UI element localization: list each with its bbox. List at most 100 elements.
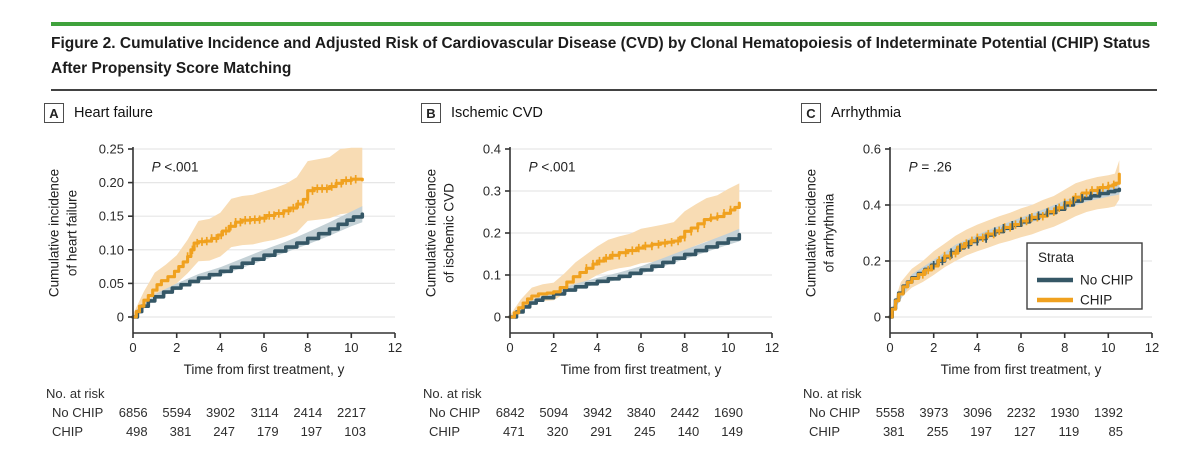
y-tick-label: 0.4 [483, 142, 501, 157]
at-risk-header: No. at risk [803, 386, 862, 402]
y-tick-label: 0 [874, 310, 881, 325]
x-tick-label: 2 [550, 340, 557, 355]
y-axis-label-line2: of heart failure [63, 189, 79, 277]
y-axis-label-text: Cumulative incidence of heart failure [45, 169, 80, 297]
y-axis-label-line2: of arrhythmia [820, 193, 836, 273]
chart-svg: 0 0.05 0.10 0.15 0.20 0.25 0 2 4 6 8 10 12 P <.001 [99, 142, 403, 356]
panel-letter: C [801, 103, 821, 124]
censor-marks [921, 180, 1115, 279]
at-risk-value: 245 [633, 424, 656, 440]
at-risk-value: 140 [677, 424, 700, 440]
p-value: P = .26 [909, 160, 952, 175]
y-axis-label: Cumulative incidence of arrhythmia [795, 131, 844, 335]
y-tick-label: 0.20 [99, 175, 124, 190]
at-risk-value: 255 [926, 424, 949, 440]
x-tick-label: 0 [886, 340, 893, 355]
x-tick-label: 6 [637, 340, 644, 355]
x-axis-label: Time from first treatment, y [560, 362, 722, 378]
y-tick-label: 0.6 [863, 142, 881, 157]
at-risk-value: 3096 [963, 405, 992, 421]
panel-b: B Ischemic CVD Cumulative incidence of isch… [415, 103, 795, 441]
at-risk-table: No. at risk No CHIP 6842 5094 3942 3840 2442 16… [415, 386, 795, 441]
chart-area: Cumulative incidence of heart failure 0 0.0… [38, 131, 415, 361]
at-risk-value: 498 [125, 424, 148, 440]
p-value: P <.001 [529, 160, 576, 175]
x-tick-label: 8 [681, 340, 688, 355]
at-risk-table: No. at risk No CHIP 6856 5594 3902 3114 2414 22… [38, 386, 415, 441]
title-divider [51, 88, 1157, 92]
legend-label: No CHIP [1080, 273, 1133, 288]
at-risk-value: 3942 [583, 405, 612, 421]
x-axis-label: Time from first treatment, y [940, 362, 1102, 378]
y-tick-label: 0.2 [483, 226, 501, 241]
at-risk-value: 5594 [162, 405, 192, 421]
x-tick-label: 6 [1017, 340, 1024, 355]
at-risk-value: 179 [256, 424, 279, 440]
x-tick-label: 2 [173, 340, 180, 355]
y-axis-label-line2: of ischemic CVD [440, 183, 456, 283]
x-tick-label: 8 [1061, 340, 1068, 355]
at-risk-value: 103 [344, 424, 366, 440]
at-risk-row: CHIP 381 255 197 127 119 85 [795, 422, 1199, 441]
at-risk-row: No CHIP 6842 5094 3942 3840 2442 1690 [415, 403, 795, 422]
chart-svg: 0 0.2 0.4 0.6 0 2 4 6 8 10 12 P = .26 Strata No CHIP C… [863, 142, 1159, 356]
legend-title: Strata [1038, 250, 1075, 265]
x-axis-label: Time from first treatment, y [183, 362, 345, 378]
at-risk-value: 5094 [539, 405, 569, 421]
y-axis-label-line1: Cumulative incidence [802, 168, 818, 298]
survival-curves [131, 177, 365, 319]
at-risk-value: 6856 [118, 405, 148, 421]
y-axis-label-text: Cumulative incidence of arrhythmia [802, 169, 837, 297]
at-risk-row: No CHIP 6856 5594 3902 3114 2414 2217 [38, 403, 415, 422]
panel-c: C Arrhythmia Cumulative incidence of arrhyt… [795, 103, 1199, 441]
axes: 0 0.05 0.10 0.15 0.20 0.25 0 2 4 6 8 10 12 [99, 142, 403, 356]
axes: 0 0.2 0.4 0.6 0 2 4 6 8 10 12 [863, 142, 1159, 356]
y-axis-label-text: Cumulative incidence of ischemic CVD [422, 169, 457, 297]
at-risk-row-label: CHIP [429, 424, 461, 440]
legend: Strata No CHIP CHIP [1026, 242, 1143, 310]
x-tick-label: 10 [1101, 340, 1115, 355]
chart-area: Cumulative incidence of ischemic CVD 0 0.1 0… [415, 131, 795, 361]
accent-bar [51, 22, 1157, 26]
band-chip [890, 160, 1120, 318]
at-risk-value: 6842 [495, 405, 525, 421]
y-axis-label-line1: Cumulative incidence [45, 168, 61, 298]
at-risk-row: No CHIP 5558 3973 3096 2232 1930 1392 [795, 403, 1199, 422]
at-risk-row-label: No CHIP [52, 405, 104, 421]
curve-chip [131, 177, 364, 319]
y-axis-label: Cumulative incidence of ischemic CVD [415, 131, 464, 335]
x-tick-label: 4 [217, 340, 224, 355]
figure-page: Figure 2. Cumulative Incidence and Adjus… [0, 22, 1199, 470]
at-risk-value: 197 [300, 424, 323, 440]
y-tick-label: 0.15 [99, 209, 124, 224]
y-tick-label: 0.05 [99, 276, 124, 291]
x-tick-label: 8 [304, 340, 311, 355]
x-tick-label: 0 [506, 340, 513, 355]
panel-header: A Heart failure [44, 103, 415, 124]
figure-title: Figure 2. Cumulative Incidence and Adjus… [51, 32, 1157, 82]
y-tick-label: 0.3 [483, 184, 501, 199]
at-risk-value: 1930 [1050, 405, 1080, 421]
x-tick-label: 4 [974, 340, 981, 355]
at-risk-value: 381 [882, 424, 905, 440]
at-risk-value: 291 [590, 424, 612, 440]
x-tick-label: 12 [1145, 340, 1159, 355]
curve-chip [888, 172, 1121, 319]
curve-no-chip [131, 212, 365, 319]
at-risk-row-label: CHIP [52, 424, 84, 440]
at-risk-value: 2232 [1006, 405, 1036, 421]
y-tick-label: 0.25 [99, 142, 124, 157]
at-risk-value: 247 [213, 424, 235, 440]
at-risk-value: 3902 [206, 405, 235, 421]
figure-title-line1: Figure 2. Cumulative Incidence and Adjus… [51, 35, 1151, 52]
at-risk-row-label: No CHIP [429, 405, 481, 421]
panel-a: A Heart failure Cumulative incidence of hea… [38, 103, 415, 441]
y-tick-label: 0.1 [483, 268, 501, 283]
at-risk-value: 127 [1013, 424, 1036, 440]
at-risk-value: 5558 [875, 405, 905, 421]
at-risk-value: 320 [546, 424, 569, 440]
at-risk-value: 85 [1108, 424, 1123, 440]
x-tick-label: 2 [930, 340, 937, 355]
at-risk-row: CHIP 471 320 291 245 140 149 [415, 422, 795, 441]
y-axis-label-line1: Cumulative incidence [422, 168, 438, 298]
